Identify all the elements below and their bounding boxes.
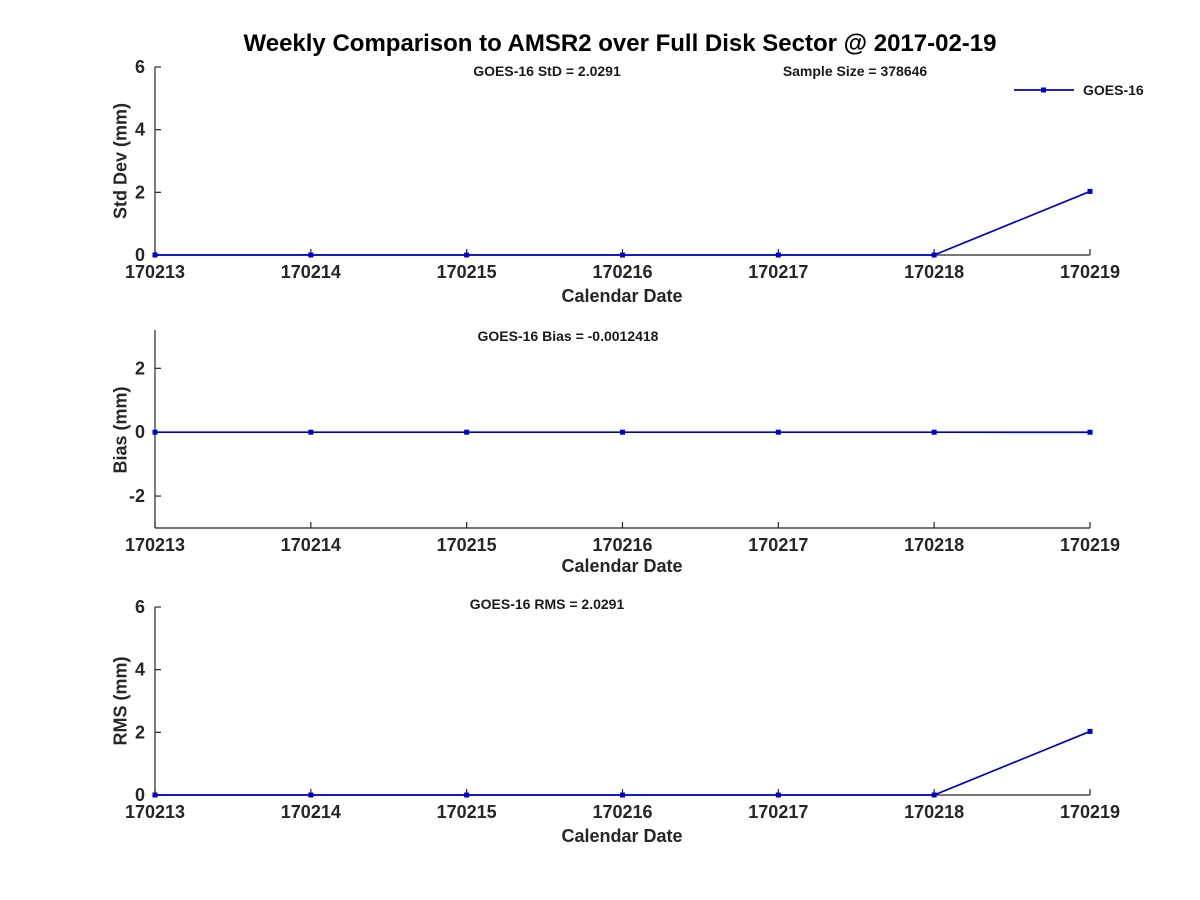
- data-point-marker: [931, 429, 937, 435]
- data-point-marker: [620, 792, 625, 798]
- legend-line-sample: [1014, 87, 1074, 93]
- data-point-marker: [464, 792, 470, 798]
- data-point-marker: [620, 429, 625, 435]
- x-tick-label: 170213: [125, 262, 185, 282]
- subplot3-stat-annotation: GOES-16 RMS = 2.0291: [469, 596, 625, 612]
- subplot1-stddev-chart: 0 2 4 6 170213 170214 170215 170216 170217 170218…: [125, 57, 1120, 282]
- data-line: [155, 730, 1091, 796]
- data-point-marker: [1087, 429, 1093, 435]
- data-point-marker: [620, 252, 625, 258]
- y-tick-label: -2: [129, 486, 145, 506]
- data-point-marker: [775, 429, 781, 435]
- y-tick-label: 0: [135, 785, 145, 805]
- data-point-marker: [1087, 188, 1093, 194]
- x-tick-label: 170217: [748, 802, 808, 822]
- data-point-marker: [931, 792, 937, 798]
- data-point-marker: [1087, 728, 1093, 734]
- subplot1-xlabel: Calendar Date: [561, 286, 683, 306]
- data-point-marker: [152, 429, 158, 435]
- y-tick-label: 4: [135, 660, 145, 680]
- y-tick-label: 0: [135, 245, 145, 265]
- x-tick-label: 170217: [748, 535, 808, 555]
- data-point-marker: [931, 252, 937, 258]
- subplot2-xlabel: Calendar Date: [561, 556, 683, 576]
- data-point-marker: [308, 252, 314, 258]
- x-tick-label: 170215: [437, 262, 497, 282]
- y-tick-label: 6: [135, 597, 145, 617]
- subplot1-sample-size-annotation: Sample Size = 378646: [782, 63, 928, 79]
- x-tick-label: 170214: [281, 802, 341, 822]
- x-tick-label: 170214: [281, 535, 341, 555]
- x-tick-label: 170214: [281, 262, 341, 282]
- x-tick-label: 170219: [1060, 802, 1120, 822]
- x-tick-label: 170217: [748, 262, 808, 282]
- y-tick-label: 2: [135, 182, 145, 202]
- data-point-marker: [775, 792, 781, 798]
- y-tick-label: 2: [135, 722, 145, 742]
- data-point-marker: [464, 252, 470, 258]
- data-point-marker: [152, 792, 158, 798]
- legend: GOES-16: [1013, 82, 1144, 98]
- subplot3-rms-chart: 0 2 4 6 170213 170214 170215 170216 170217 170218…: [125, 597, 1120, 822]
- figure-title: Weekly Comparison to AMSR2 over Full Dis…: [243, 30, 997, 57]
- x-tick-label: 170216: [592, 802, 652, 822]
- subplot2-bias-chart: -2 0 2 170213 170214 170215 170216 170217 170218…: [125, 330, 1120, 555]
- data-point-marker: [464, 429, 470, 435]
- y-tick-label: 4: [135, 120, 145, 140]
- y-tick-label: 6: [135, 57, 145, 77]
- legend-label: GOES-16: [1083, 82, 1144, 98]
- x-tick-label: 170218: [904, 535, 964, 555]
- subplot2-stat-annotation: GOES-16 Bias = -0.0012418: [477, 328, 659, 344]
- x-tick-label: 170218: [904, 262, 964, 282]
- data-point-marker: [308, 429, 314, 435]
- subplot3-xlabel: Calendar Date: [561, 826, 683, 846]
- subplot1-stat-annotation: GOES-16 StD = 2.0291: [473, 63, 621, 79]
- x-tick-label: 170219: [1060, 535, 1120, 555]
- x-tick-label: 170216: [592, 262, 652, 282]
- x-tick-label: 170213: [125, 802, 185, 822]
- data-point-marker: [308, 792, 314, 798]
- data-point-marker: [775, 252, 781, 258]
- x-tick-label: 170213: [125, 535, 185, 555]
- data-point-marker: [152, 252, 158, 258]
- x-tick-label: 170215: [437, 802, 497, 822]
- x-tick-label: 170215: [437, 535, 497, 555]
- data-line: [155, 190, 1091, 256]
- x-tick-label: 170219: [1060, 262, 1120, 282]
- y-tick-label: 0: [135, 422, 145, 442]
- x-tick-label: 170218: [904, 802, 964, 822]
- x-tick-label: 170216: [592, 535, 652, 555]
- y-tick-label: 2: [135, 358, 145, 378]
